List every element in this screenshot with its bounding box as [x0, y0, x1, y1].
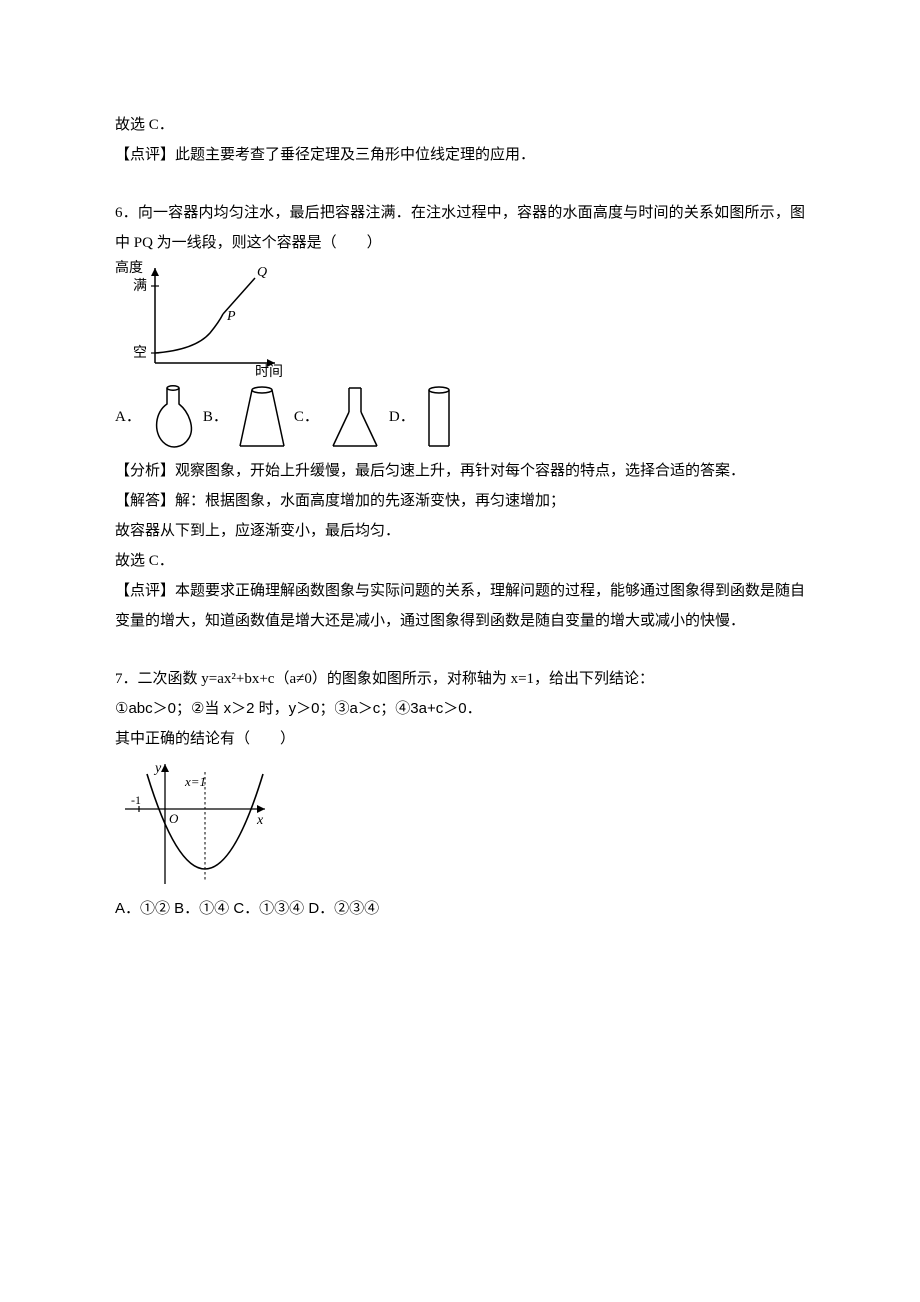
q6-graph-Q: Q — [257, 265, 267, 280]
q7-stem-3: 其中正确的结论有（ ） — [115, 724, 805, 754]
q6-opt-C-label: C． — [294, 402, 319, 432]
q7-graph-minus1: -1 — [131, 793, 141, 807]
q7-graph-O: O — [169, 811, 179, 826]
q6-vessel-B-icon — [236, 382, 288, 452]
q6-stem: 6．向一容器内均匀注水，最后把容器注满．在注水过程中，容器的水面高度与时间的关系… — [115, 198, 805, 258]
q7-stem-1: 7．二次函数 y=ax²+bx+c（a≠0）的图象如图所示，对称轴为 x=1，给… — [115, 664, 805, 694]
q5-answer: 故选 C． — [115, 110, 805, 140]
q6-graph-xlabel: 时间 — [255, 364, 283, 378]
q6-graph-ylabel: 高度 — [115, 259, 143, 276]
q6-vessel-D-icon — [423, 382, 455, 452]
q7-stem-2: ①abc＞0；②当 x＞2 时，y＞0；③a＞c；④3a+c＞0． — [115, 694, 805, 724]
q6-solution-2: 故容器从下到上，应逐渐变小，最后均匀． — [115, 516, 805, 546]
q6-analysis: 【分析】观察图象，开始上升缓慢，最后匀速上升，再针对每个容器的特点，选择合适的答… — [115, 456, 805, 486]
q6-vessel-A-icon — [149, 382, 197, 452]
q5-comment: 【点评】此题主要考查了垂径定理及三角形中位线定理的应用． — [115, 140, 805, 170]
q6-graph-P: P — [226, 309, 236, 324]
q7-graph: y x O -1 x=1 — [115, 754, 275, 894]
q6-graph-full: 满 — [133, 278, 147, 294]
q7-options: A．①② B．①④ C．①③④ D．②③④ — [115, 894, 805, 924]
q6-answer: 故选 C． — [115, 546, 805, 576]
q7-graph-sym: x=1 — [184, 774, 206, 789]
spacer-2 — [115, 636, 805, 664]
q6-opt-A-label: A． — [115, 402, 141, 432]
q6-solution-1: 【解答】解：根据图象，水面高度增加的先逐渐变快，再匀速增加； — [115, 486, 805, 516]
q7-graph-x: x — [256, 813, 264, 828]
spacer — [115, 170, 805, 198]
q6-comment: 【点评】本题要求正确理解函数图象与实际问题的关系，理解问题的过程，能够通过图象得… — [115, 576, 805, 636]
q6-opt-B-label: B． — [203, 402, 228, 432]
q7-graph-y: y — [153, 761, 162, 776]
q6-vessel-C-icon — [327, 382, 383, 452]
q6-opt-D-label: D． — [389, 402, 415, 432]
q6-graph-empty: 空 — [133, 345, 147, 361]
q6-options: A． B． C． D． — [115, 382, 805, 452]
q6-graph: 高度 时间 满 空 P Q — [115, 258, 290, 378]
